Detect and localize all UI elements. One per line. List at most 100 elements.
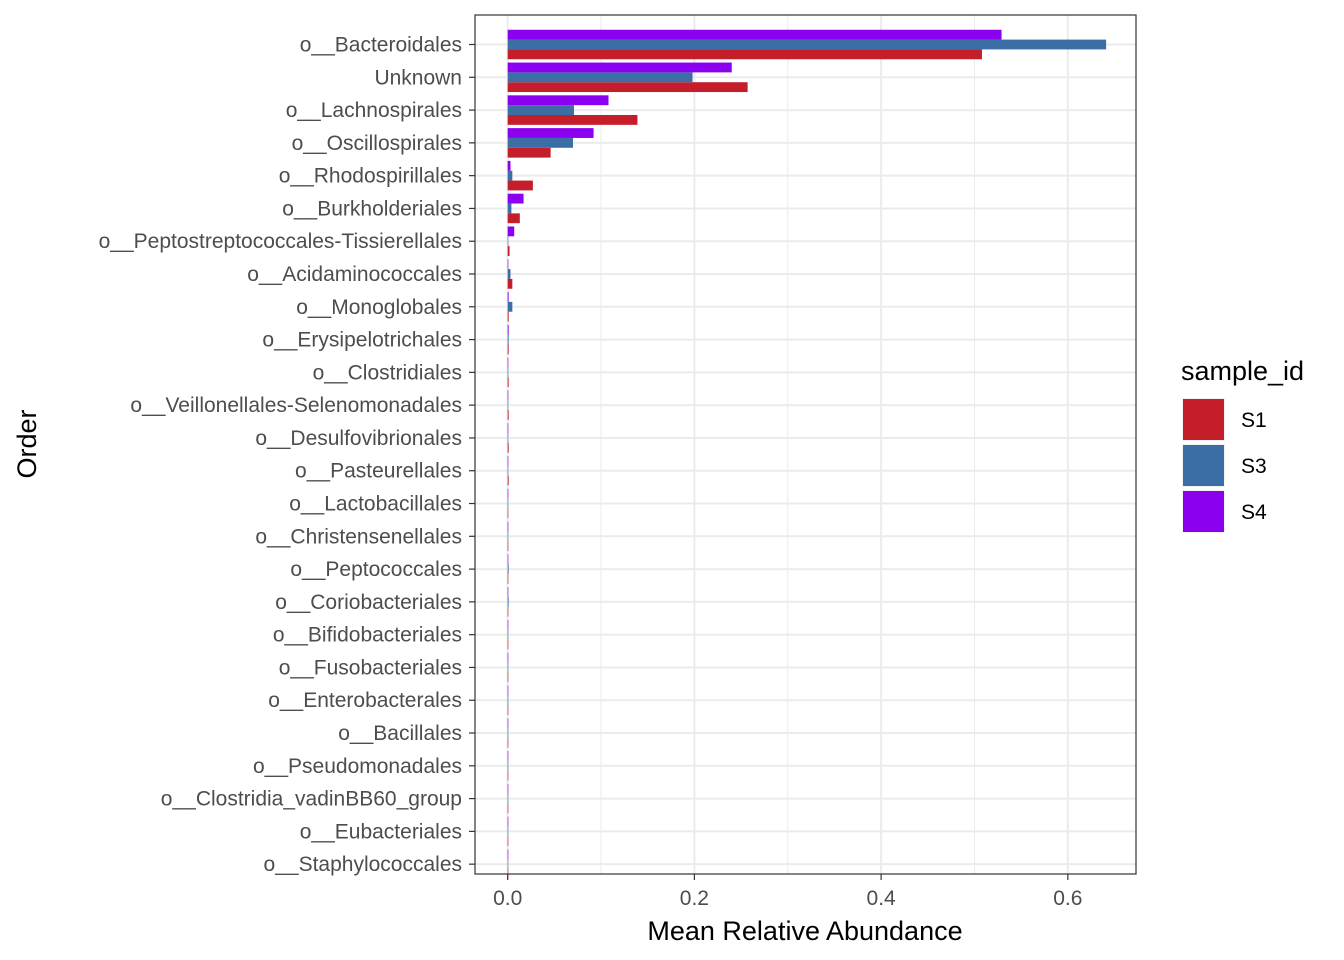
legend-label-s4: S4	[1241, 501, 1267, 524]
bar-s1	[507, 770, 509, 781]
y-tick-label: o__Peptococcales	[290, 558, 462, 581]
legend-label-s3: S3	[1241, 455, 1267, 478]
bar-s4	[507, 587, 509, 597]
bar-s1	[507, 705, 509, 715]
bar-s4	[507, 554, 509, 565]
bar-s4	[507, 455, 509, 466]
bar-s3	[507, 465, 509, 476]
bar-s4	[507, 357, 509, 368]
bar-s4	[507, 816, 509, 827]
bar-s4	[507, 423, 509, 434]
bar-s1	[507, 606, 509, 617]
bar-s3	[507, 433, 509, 443]
y-tick-label: o__Coriobacteriales	[275, 591, 462, 614]
bar-s3	[507, 498, 509, 509]
legend: sample_id S1 S3 S4	[1181, 356, 1304, 533]
bar-s3	[507, 137, 574, 148]
bar-s4	[507, 849, 509, 860]
bar-s4	[507, 521, 509, 532]
x-tick-label: 0.4	[867, 887, 897, 910]
bar-s1	[507, 475, 509, 486]
bar-s3	[507, 793, 509, 804]
bar-s1	[507, 246, 510, 256]
bar-s1	[507, 114, 638, 125]
bar-s3	[507, 564, 509, 575]
bar-s3	[507, 72, 693, 83]
bar-s3	[507, 39, 1107, 50]
plot-border	[474, 14, 1137, 875]
y-tick-label: o__Lachnospirales	[286, 99, 462, 122]
y-tick-label: o__Oscillospirales	[292, 132, 462, 155]
bar-s4	[507, 324, 509, 335]
bar-s1	[507, 574, 509, 584]
bar-s3	[507, 236, 509, 247]
bar-s1	[507, 672, 509, 683]
y-tick-label: o__Acidaminococcales	[247, 263, 462, 286]
bar-s1	[507, 311, 509, 322]
bar-s3	[507, 170, 513, 181]
bar-s3	[507, 760, 509, 771]
bar-s3	[507, 301, 513, 312]
bar-s4	[507, 29, 1002, 40]
bar-s4	[507, 95, 609, 106]
y-tick-label: o__Enterobacterales	[268, 689, 462, 712]
y-tick-label: o__Bacteroidales	[300, 34, 462, 57]
bar-s1	[507, 49, 982, 60]
bar-s1	[507, 180, 533, 191]
bar-s4	[507, 685, 509, 696]
bar-s1	[507, 836, 509, 847]
bar-s4	[507, 128, 594, 138]
bar-s4	[507, 292, 509, 302]
bar-s1	[507, 278, 513, 289]
bar-s3	[507, 269, 511, 279]
bar-s1	[507, 410, 509, 420]
bars	[507, 29, 1107, 879]
y-tick-label: o__Erysipelotrichales	[262, 329, 462, 352]
bar-s4	[507, 488, 509, 499]
legend-label-s1: S1	[1241, 409, 1267, 432]
bar-s4	[507, 226, 515, 237]
bar-s3	[507, 826, 509, 837]
y-tick-label: o__Desulfovibrionales	[255, 427, 462, 450]
bar-s4	[507, 751, 509, 761]
y-tick-label: o__Bifidobacteriales	[273, 624, 462, 647]
plot-panel	[475, 15, 1136, 874]
bar-s3	[507, 695, 509, 706]
y-tick-label: o__Lactobacillales	[289, 493, 462, 516]
legend-swatch-s4	[1183, 491, 1224, 532]
bar-s3	[507, 859, 509, 870]
y-tick-label: o__Pseudomonadales	[253, 755, 462, 778]
y-axis-title: Order	[12, 409, 42, 478]
bar-s1	[507, 147, 551, 158]
bar-s3	[507, 662, 509, 673]
bar-s1	[507, 508, 509, 519]
bar-s4	[507, 718, 509, 729]
y-tick-label: o__Rhodospirillales	[279, 165, 462, 188]
bar-s4	[507, 390, 509, 401]
x-axis-title: Mean Relative Abundance	[647, 916, 962, 946]
bar-s1	[507, 344, 509, 355]
bar-s3	[507, 105, 574, 115]
x-axis: 0.0 0.2 0.4 0.6	[493, 874, 1082, 910]
bar-s1	[507, 442, 509, 453]
bar-s3	[507, 531, 509, 542]
bar-s1	[507, 377, 509, 388]
y-tick-label: Unknown	[374, 66, 462, 89]
y-tick-label: o__Clostridiales	[313, 361, 462, 384]
y-tick-label: o__Burkholderiales	[282, 197, 462, 220]
y-tick-label: o__Veillonellales-Selenomonadales	[130, 394, 462, 417]
bar-s3	[507, 728, 509, 738]
bar-s1	[507, 639, 509, 650]
x-tick-label: 0.2	[680, 887, 709, 910]
bar-s1	[507, 803, 509, 814]
y-tick-label: o__Monoglobales	[296, 296, 462, 319]
y-tick-label: o__Christensenellales	[255, 525, 462, 548]
bar-s4	[507, 652, 509, 663]
x-tick-label: 0.0	[493, 887, 522, 910]
y-axis: o__Bacteroidales Unknown o__Lachnospirales…	[99, 34, 475, 876]
bar-s1	[507, 82, 748, 93]
bar-s4	[507, 193, 524, 204]
y-tick-label: o__Pasteurellales	[295, 460, 462, 483]
bar-s1	[507, 213, 520, 224]
